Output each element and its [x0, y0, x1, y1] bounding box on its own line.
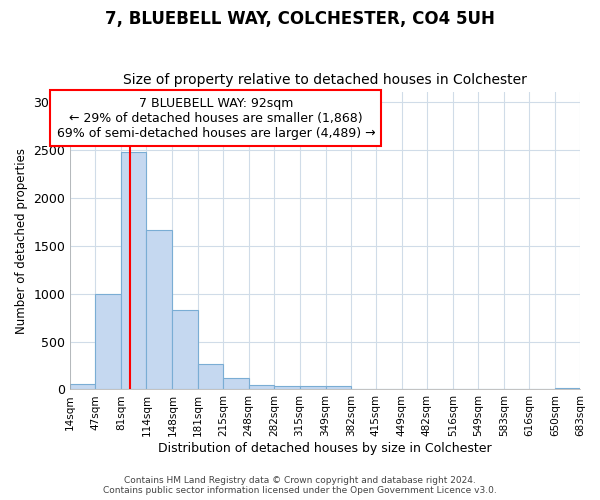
Bar	[121, 152, 146, 390]
Text: 7 BLUEBELL WAY: 92sqm
← 29% of detached houses are smaller (1,868)
69% of semi-d: 7 BLUEBELL WAY: 92sqm ← 29% of detached …	[56, 96, 375, 140]
Bar	[95, 294, 121, 390]
Bar	[197, 364, 223, 390]
Text: 7, BLUEBELL WAY, COLCHESTER, CO4 5UH: 7, BLUEBELL WAY, COLCHESTER, CO4 5UH	[105, 10, 495, 28]
Bar	[146, 230, 172, 390]
Bar	[555, 388, 580, 390]
Bar	[248, 384, 274, 390]
Bar	[172, 310, 197, 390]
Title: Size of property relative to detached houses in Colchester: Size of property relative to detached ho…	[123, 73, 527, 87]
Text: Contains HM Land Registry data © Crown copyright and database right 2024.
Contai: Contains HM Land Registry data © Crown c…	[103, 476, 497, 495]
Y-axis label: Number of detached properties: Number of detached properties	[15, 148, 28, 334]
Bar	[326, 386, 350, 390]
Bar	[223, 378, 248, 390]
Bar	[70, 384, 95, 390]
X-axis label: Distribution of detached houses by size in Colchester: Distribution of detached houses by size …	[158, 442, 492, 455]
Bar	[299, 386, 326, 390]
Bar	[274, 386, 299, 390]
